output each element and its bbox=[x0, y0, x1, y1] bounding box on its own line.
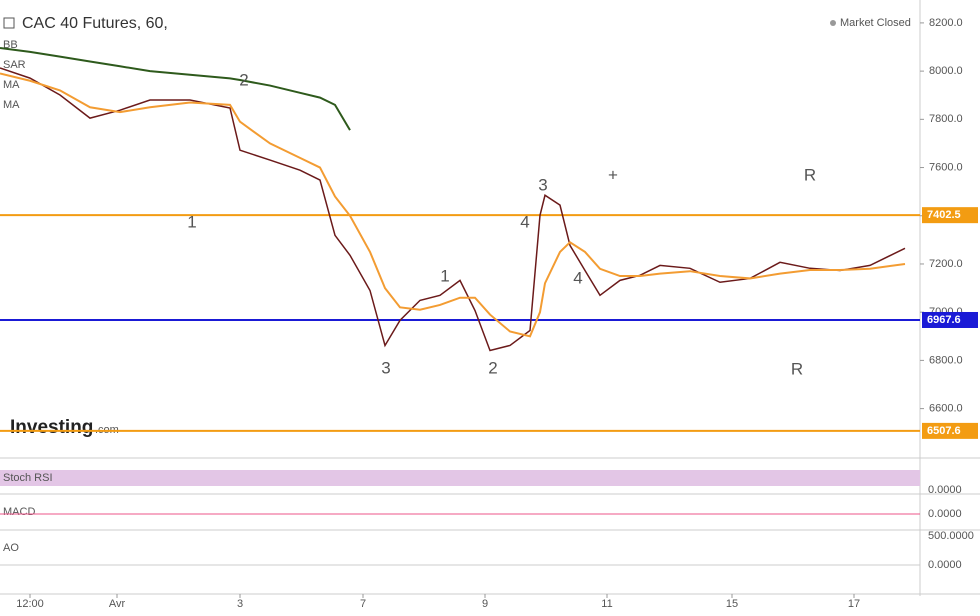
wave-label: 4 bbox=[573, 268, 582, 287]
level-label: 6507.6 bbox=[927, 425, 961, 437]
logo: Investing bbox=[10, 417, 93, 438]
y-tick-label: 7200.0 bbox=[929, 258, 963, 270]
pane-tick-label: 0.0000 bbox=[928, 484, 962, 496]
x-tick-label: 11 bbox=[601, 598, 612, 610]
level-tag bbox=[922, 422, 978, 439]
y-tick-label: 8000.0 bbox=[929, 65, 963, 77]
chart-title: CAC 40 Futures, 60, bbox=[22, 15, 168, 32]
series-line bbox=[0, 72, 906, 338]
level-label: 7402.5 bbox=[927, 209, 961, 221]
pane-tick-label: 500.0000 bbox=[928, 530, 974, 542]
x-tick-label: 7 bbox=[360, 598, 366, 610]
stoch-band bbox=[0, 470, 920, 486]
status-dot bbox=[830, 20, 836, 26]
y-tick-label: 6800.0 bbox=[929, 354, 963, 366]
pane-tick-label: 0.0000 bbox=[928, 559, 962, 571]
x-tick-label: 12:00 bbox=[16, 598, 44, 610]
wave-label: 4 bbox=[520, 212, 529, 231]
level-tag bbox=[922, 207, 978, 224]
collapse-icon[interactable] bbox=[3, 17, 15, 29]
x-tick-label: 3 bbox=[237, 598, 243, 610]
indicator-label: SAR bbox=[3, 59, 26, 71]
x-tick-label: 9 bbox=[482, 598, 488, 610]
wave-label: 3 bbox=[538, 175, 547, 194]
pane-label: MACD bbox=[3, 506, 35, 518]
x-tick-label: 15 bbox=[726, 598, 738, 610]
y-tick-label: 6600.0 bbox=[929, 403, 963, 415]
indicator-label: MA bbox=[3, 79, 20, 91]
y-tick-label: 7600.0 bbox=[929, 161, 963, 173]
wave-label: R bbox=[804, 165, 816, 184]
pane-label: AO bbox=[3, 542, 19, 554]
indicator-label: MA bbox=[3, 99, 20, 111]
pane-label: Stoch RSI bbox=[3, 472, 53, 484]
wave-label: 1 bbox=[187, 212, 196, 231]
x-tick-label: Avr bbox=[109, 598, 126, 610]
market-status: Market Closed bbox=[840, 17, 911, 29]
wave-label: 3 bbox=[381, 358, 390, 377]
y-tick-label: 7800.0 bbox=[929, 113, 963, 125]
wave-label: R bbox=[791, 359, 803, 378]
x-tick-label: 17 bbox=[848, 598, 860, 610]
level-tag bbox=[922, 311, 978, 328]
level-label: 6967.6 bbox=[927, 314, 961, 326]
wave-label: 2 bbox=[488, 358, 497, 377]
indicator-label: BB bbox=[3, 39, 18, 51]
y-tick-label: 8200.0 bbox=[929, 17, 963, 29]
wave-label: 2 bbox=[239, 70, 248, 89]
wave-label: 1 bbox=[440, 266, 449, 285]
pane-tick-label: 0.0000 bbox=[928, 508, 962, 520]
wave-label: + bbox=[608, 165, 618, 184]
